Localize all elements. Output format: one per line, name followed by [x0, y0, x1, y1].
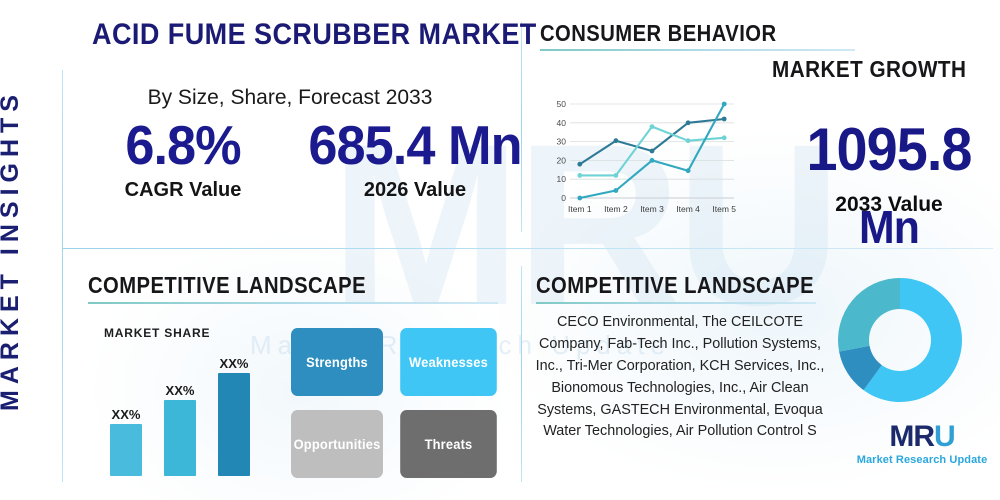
- market-share-bar-label: XX%: [219, 355, 249, 371]
- kpi-2026-value: 685.4 Mn: [308, 114, 522, 176]
- market-share-bar-chart: XX% XX% XX%: [100, 340, 270, 476]
- market-share-title: MARKET SHARE: [104, 326, 211, 340]
- mru-logo-mark-left: MR: [889, 420, 935, 453]
- kpi-cagr-value: 6.8%: [125, 114, 241, 176]
- donut-chart-svg: [838, 278, 962, 402]
- swot-label-weaknesses: Weaknesses: [409, 354, 488, 370]
- svg-text:Item 2: Item 2: [604, 204, 628, 214]
- divider-vertical-left: [62, 70, 63, 482]
- swot-box-opportunities[interactable]: Opportunities: [291, 410, 383, 478]
- mru-logo: MRU Market Research Update: [852, 420, 992, 467]
- swot-label-opportunities: Opportunities: [293, 436, 381, 452]
- market-share-donut-chart: [836, 276, 964, 404]
- divider-vertical-bottom-mid: [521, 266, 522, 482]
- market-share-bar-fill: [110, 424, 142, 476]
- market-share-bar-fill: [218, 372, 250, 476]
- swot-label-threats: Threats: [424, 436, 473, 452]
- svg-text:10: 10: [557, 174, 567, 184]
- market-share-bar: XX%: [110, 407, 142, 476]
- svg-text:50: 50: [557, 99, 567, 109]
- section-rule-competitive-left: [88, 302, 498, 304]
- section-heading-market-growth: MARKET GROWTH: [772, 56, 967, 82]
- kpi-cagr-label: CAGR Value: [124, 179, 242, 201]
- svg-text:0: 0: [561, 193, 566, 203]
- svg-text:40: 40: [557, 118, 567, 128]
- page-subtitle: By Size, Share, Forecast 2033: [147, 86, 433, 109]
- divider-horizontal-middle: [63, 248, 993, 249]
- donut-segment: [863, 278, 962, 402]
- section-heading-consumer-behavior: CONSUMER BEHAVIOR: [540, 20, 777, 46]
- market-share-bar: XX%: [218, 356, 250, 476]
- mru-logo-mark: MRU: [889, 420, 956, 453]
- section-rule-competitive-right: [536, 302, 816, 304]
- section-rule-consumer-behavior: [540, 49, 855, 51]
- svg-text:Item 4: Item 4: [676, 204, 700, 214]
- market-share-bar-label: XX%: [165, 382, 195, 398]
- section-heading-competitive-landscape-left: COMPETITIVE LANDSCAPE: [88, 272, 367, 298]
- market-growth-label: 2033 Value: [835, 193, 943, 216]
- consumer-behavior-line-chart: 0 10 20 30 40 50 Item 1 Item 2 Item 3 Item 4 Item …: [548, 98, 738, 218]
- donut-segment: [838, 278, 900, 352]
- kpi-cagr: 6.8% CAGR Value: [78, 118, 288, 202]
- svg-text:Item 5: Item 5: [712, 204, 736, 214]
- svg-text:30: 30: [557, 137, 567, 147]
- kpi-2026-label: 2026 Value: [363, 179, 467, 201]
- line-chart-svg: 0 10 20 30 40 50 Item 1 Item 2 Item 3 Item 4 Item …: [557, 99, 737, 214]
- page-title: ACID FUME SCRUBBER MARKET: [92, 18, 537, 51]
- competitor-company-list: CECO Environmental, The CEILCOTE Company…: [535, 314, 825, 440]
- swot-label-strengths: Strengths: [306, 354, 368, 370]
- side-label-market-insights: MARKET INSIGHTS: [0, 89, 24, 411]
- swot-box-weaknesses[interactable]: Weaknesses: [400, 328, 497, 396]
- mru-logo-mark-right: U: [933, 420, 956, 453]
- divider-vertical-top-mid: [521, 22, 522, 232]
- market-share-bar-label: XX%: [111, 407, 141, 423]
- market-growth-value: 1095.8: [806, 116, 972, 183]
- market-share-bar: XX%: [164, 383, 196, 476]
- svg-text:Item 3: Item 3: [640, 204, 664, 214]
- mru-logo-tagline: Market Research Update: [856, 454, 988, 466]
- kpi-2026: 685.4 Mn 2026 Value: [300, 118, 530, 202]
- svg-text:20: 20: [557, 155, 567, 165]
- svg-text:Item 1: Item 1: [568, 204, 592, 214]
- donut-segment: [839, 345, 882, 391]
- swot-box-threats[interactable]: Threats: [400, 410, 497, 478]
- market-growth-unit: Mn: [859, 201, 920, 253]
- market-share-bar-fill: [164, 399, 196, 476]
- swot-box-strengths[interactable]: Strengths: [291, 328, 383, 396]
- section-heading-competitive-landscape-right: COMPETITIVE LANDSCAPE: [536, 272, 815, 298]
